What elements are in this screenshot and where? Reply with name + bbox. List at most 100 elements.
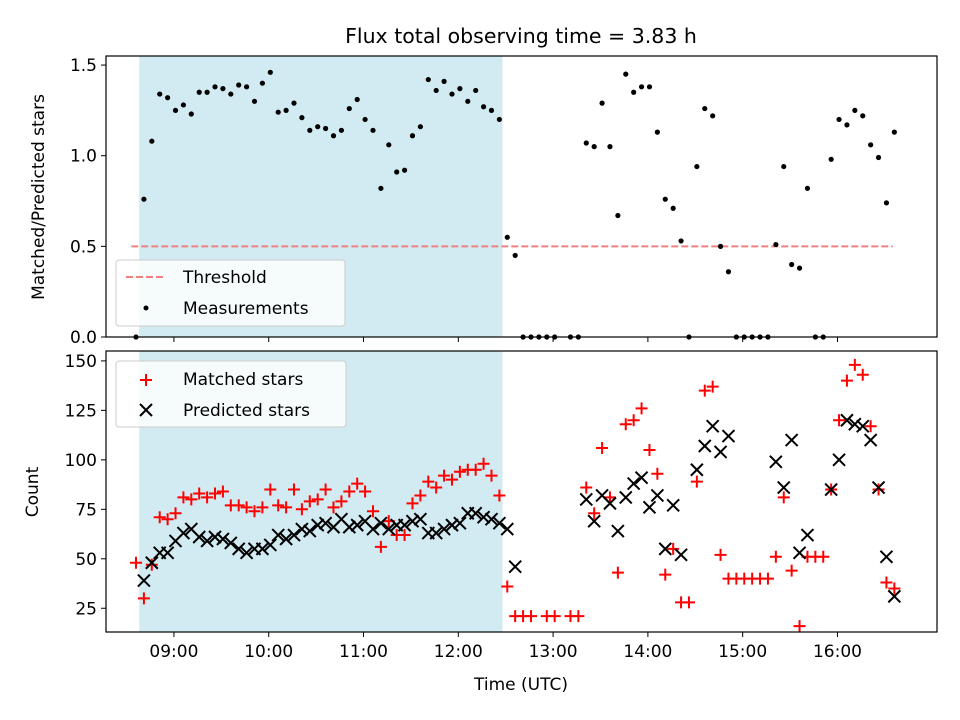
predicted-stars-point — [287, 528, 301, 542]
matched-stars-point — [817, 550, 830, 563]
predicted-stars-point — [295, 522, 309, 536]
measurement-point — [488, 107, 495, 113]
predicted-legend-marker — [139, 403, 153, 417]
matched-stars-point — [635, 402, 648, 415]
predicted-stars-point — [239, 546, 254, 560]
top-panel: 0.0 0.5 1.0 1.5 Matched/Predicted stars Thr… — [29, 55, 938, 348]
measurement-point — [141, 196, 147, 202]
measurement-point — [623, 71, 629, 77]
matched-stars-point — [264, 483, 277, 496]
x-tick-label: 09:00 — [149, 642, 198, 662]
measurements-legend-marker — [143, 305, 149, 311]
measurement-point — [362, 116, 368, 123]
predicted-stars-point — [437, 522, 451, 536]
predicted-stars-point — [453, 516, 467, 530]
measurement-point — [338, 127, 344, 133]
measurement-point — [449, 91, 455, 97]
predicted-stars-point — [642, 500, 657, 515]
matched-stars-point — [469, 463, 482, 476]
predicted-stars-point — [792, 546, 807, 560]
predicted-stars-point — [690, 463, 704, 477]
matched-stars-point — [177, 491, 190, 504]
measurement-point — [425, 76, 431, 83]
measurement-point — [710, 113, 716, 119]
measurement-point — [370, 127, 376, 133]
measurement-point — [212, 84, 218, 90]
matched-stars-point — [303, 495, 316, 508]
predicted-stars-point — [342, 520, 357, 534]
predicted-stars-point — [508, 559, 522, 574]
bottom-y-axis-label: Count — [23, 466, 43, 517]
predicted-stars-point — [713, 445, 728, 459]
matched-stars-point — [880, 576, 893, 589]
measurement-point — [844, 122, 850, 128]
matched-stars-point — [438, 469, 451, 482]
predicted-legend-label: Predicted stars — [183, 401, 310, 421]
measurement-point — [725, 269, 732, 275]
x-tick-label: 13:00 — [529, 642, 578, 662]
measurement-point — [401, 167, 408, 173]
matched-stars-point — [580, 481, 593, 494]
measurement-point — [441, 78, 447, 84]
matched-stars-point — [651, 467, 664, 480]
predicted-stars-point — [200, 534, 214, 548]
matched-stars-point — [430, 481, 443, 494]
matched-stars-point — [793, 620, 806, 633]
measurement-point — [259, 80, 266, 86]
predicted-stars-point — [366, 522, 380, 536]
predicted-stars-point — [674, 548, 688, 562]
bottom-x-axis: 09:00 10:00 11:00 12:00 13:00 14:00 15:00 16:00 — [149, 632, 862, 662]
matched-stars-point — [667, 542, 680, 555]
measurement-point — [662, 196, 668, 202]
matched-stars-point — [659, 568, 672, 581]
matched-legend-label: Matched stars — [183, 370, 303, 390]
measurement-point — [465, 98, 471, 104]
predicted-stars-point — [658, 542, 672, 556]
matched-stars-point — [280, 501, 293, 514]
x-tick-label: 14:00 — [623, 642, 672, 662]
matched-stars-point — [596, 441, 609, 454]
measurement-point — [251, 98, 258, 104]
matched-stars-point — [477, 457, 490, 470]
y-tick-label: 0.5 — [70, 237, 97, 257]
measurement-point — [307, 127, 313, 133]
matched-stars-point — [501, 580, 514, 593]
measurement-point — [607, 144, 613, 150]
measurement-point — [354, 96, 360, 103]
predicted-stars-point — [879, 550, 894, 564]
predicted-stars-point — [863, 433, 878, 447]
measurement-point — [457, 86, 463, 92]
predicted-stars-point — [784, 433, 799, 447]
measurement-point — [836, 116, 842, 123]
matched-stars-point — [864, 420, 877, 433]
predicted-stars-point — [500, 522, 514, 536]
top-x-axis — [173, 337, 838, 342]
predicted-stars-point — [800, 528, 815, 542]
predicted-stars-point — [445, 518, 459, 532]
measurement-point — [789, 261, 795, 268]
matched-stars-point — [343, 485, 356, 498]
matched-stars-point — [611, 566, 624, 579]
predicted-stars-point — [137, 573, 151, 588]
matched-stars-point — [232, 499, 245, 512]
matched-stars-point — [690, 475, 703, 488]
matched-stars-point — [856, 368, 869, 381]
predicted-stars-point — [192, 530, 206, 544]
matched-stars-point — [288, 483, 301, 496]
matched-stars-point — [603, 491, 616, 504]
top-y-axis-label: Matched/Predicted stars — [29, 94, 49, 300]
matched-stars-point — [714, 548, 727, 561]
matched-stars-point — [777, 491, 790, 504]
matched-stars-point — [130, 556, 143, 569]
predicted-stars-point — [224, 536, 238, 550]
matched-stars-point — [153, 511, 166, 524]
predicted-stars-point — [263, 538, 278, 552]
measurement-point — [394, 169, 400, 175]
predicted-stars-point — [145, 556, 159, 570]
measurement-point — [496, 116, 502, 123]
measurement-point — [773, 241, 779, 248]
matched-stars-point — [414, 489, 427, 502]
matched-stars-point — [169, 507, 182, 520]
measurement-point — [433, 87, 439, 94]
measurement-point — [244, 84, 250, 90]
